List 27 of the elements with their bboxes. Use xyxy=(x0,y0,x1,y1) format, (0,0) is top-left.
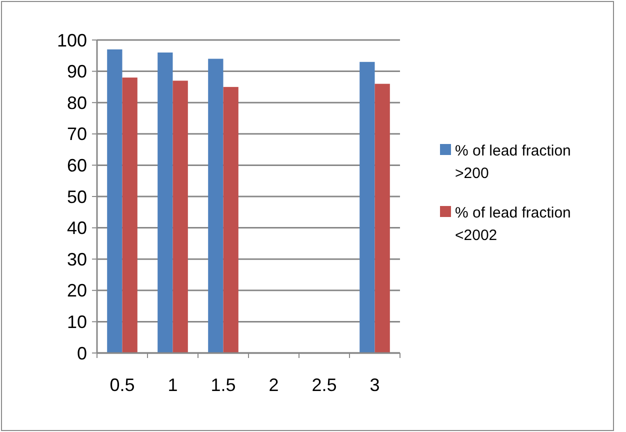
x-tick-label: 2.5 xyxy=(312,375,337,395)
x-tick-label: 3 xyxy=(370,375,380,395)
bar xyxy=(172,80,188,353)
x-tick-label: 1 xyxy=(168,375,178,395)
legend-label: % of lead fraction >200 xyxy=(455,142,571,182)
y-tick-label: 90 xyxy=(66,62,87,82)
y-tick-label: 70 xyxy=(66,124,87,144)
x-tick-label: 1.5 xyxy=(210,375,236,395)
y-tick-label: 80 xyxy=(66,92,87,113)
x-tick-label: 2 xyxy=(268,375,279,395)
y-tick-label: 40 xyxy=(66,218,87,238)
bar xyxy=(122,78,138,353)
y-tick-label: 30 xyxy=(66,249,87,270)
y-tick-label: 10 xyxy=(66,312,87,332)
bar xyxy=(374,84,390,353)
bar xyxy=(158,52,173,353)
x-tick-label: 0.5 xyxy=(110,375,135,395)
y-tick-label: 20 xyxy=(66,280,87,301)
y-tick-label: 100 xyxy=(56,30,87,50)
bar xyxy=(107,49,122,353)
y-tick-label: 50 xyxy=(66,186,87,207)
legend-label: % of lead fraction <2002 xyxy=(455,204,571,244)
y-tick-label: 0 xyxy=(76,343,87,364)
y-tick-label: 60 xyxy=(66,156,87,176)
bar xyxy=(360,62,375,353)
bar xyxy=(208,58,224,353)
bar xyxy=(223,86,238,353)
